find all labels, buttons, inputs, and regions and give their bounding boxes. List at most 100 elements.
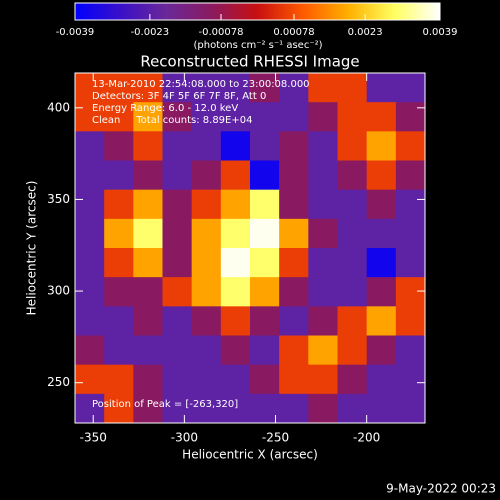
heat-cell bbox=[220, 393, 251, 424]
heat-cell bbox=[162, 189, 193, 220]
heat-cell bbox=[250, 218, 280, 249]
heat-cell bbox=[220, 189, 251, 220]
heat-cell bbox=[162, 160, 193, 191]
heat-cell bbox=[191, 277, 222, 307]
heat-cell bbox=[366, 189, 397, 220]
heat-cell bbox=[162, 364, 193, 395]
heat-cell bbox=[308, 335, 338, 366]
heat-cell bbox=[395, 393, 426, 424]
colorbar-tick-label: 0.0023 bbox=[348, 27, 383, 38]
colorbar bbox=[74, 2, 441, 21]
x-axis-label: Heliocentric X (arcsec) bbox=[182, 448, 318, 462]
heat-cell bbox=[191, 189, 222, 220]
heat-cell bbox=[75, 364, 105, 395]
heat-cell bbox=[250, 248, 280, 278]
heat-cell bbox=[250, 102, 280, 132]
colorbar-tick-label: -0.0039 bbox=[56, 27, 95, 38]
heat-cell bbox=[337, 131, 368, 161]
heat-cell bbox=[75, 218, 105, 249]
heat-cell bbox=[279, 335, 309, 366]
heat-cell bbox=[133, 335, 163, 366]
heat-cell bbox=[104, 393, 134, 424]
heat-cell bbox=[133, 189, 163, 220]
heat-cell bbox=[337, 102, 368, 132]
heat-cell bbox=[133, 102, 163, 132]
heat-cell bbox=[279, 218, 309, 249]
peak-label: Position of Peak = [-263,320] bbox=[92, 399, 238, 410]
heat-cell bbox=[191, 131, 222, 161]
heat-cell bbox=[162, 277, 193, 307]
heat-cell bbox=[308, 131, 338, 161]
heat-cell bbox=[220, 131, 251, 161]
heat-cell bbox=[104, 73, 134, 103]
heat-cell bbox=[337, 335, 368, 366]
heat-cell bbox=[308, 277, 338, 307]
annotation: 13-Mar-2010 22:54:08.000 to 23:00:08.000 bbox=[92, 79, 310, 90]
heat-cell bbox=[104, 102, 134, 132]
heat-cell bbox=[395, 218, 426, 249]
heat-cell bbox=[191, 335, 222, 366]
heat-cell bbox=[395, 335, 426, 366]
x-tick-label: -200 bbox=[353, 431, 380, 445]
heat-cell bbox=[162, 73, 193, 103]
heat-cell bbox=[395, 277, 426, 307]
heat-cell bbox=[162, 248, 193, 278]
heat-cell bbox=[104, 189, 134, 220]
heat-cell bbox=[250, 73, 280, 103]
heat-cell bbox=[395, 160, 426, 191]
heat-cell bbox=[337, 393, 368, 424]
y-axis-label: Heliocentric Y (arcsec) bbox=[25, 181, 39, 316]
heat-cell bbox=[191, 306, 222, 336]
heat-cell bbox=[191, 73, 222, 103]
heat-cell bbox=[395, 73, 426, 103]
colorbar-tick-label: 0.0039 bbox=[423, 27, 458, 38]
heat-cell bbox=[279, 160, 309, 191]
x-tick-label: -350 bbox=[80, 431, 107, 445]
heat-cell bbox=[308, 102, 338, 132]
heat-cell bbox=[337, 277, 368, 307]
heat-cell bbox=[250, 131, 280, 161]
heat-cell bbox=[279, 102, 309, 132]
heat-cell bbox=[75, 277, 105, 307]
heat-cell bbox=[220, 364, 251, 395]
heat-cell bbox=[104, 160, 134, 191]
heat-cell bbox=[395, 131, 426, 161]
heat-cell bbox=[337, 160, 368, 191]
plot-frame bbox=[74, 72, 426, 424]
heat-cell bbox=[104, 131, 134, 161]
y-tick-label: 350 bbox=[47, 192, 70, 206]
heat-cell bbox=[308, 189, 338, 220]
heat-cell bbox=[133, 248, 163, 278]
heat-cell bbox=[104, 218, 134, 249]
heat-cell bbox=[308, 393, 338, 424]
heat-cell bbox=[220, 73, 251, 103]
chart-title: Reconstructed RHESSI Image bbox=[140, 53, 359, 71]
heat-cell bbox=[220, 306, 251, 336]
colorbar-tick-label: 0.00078 bbox=[273, 27, 314, 38]
heat-cell bbox=[191, 393, 222, 424]
colorbar-label: (photons cm⁻² s⁻¹ asec⁻²) bbox=[193, 40, 322, 51]
heat-cell bbox=[75, 131, 105, 161]
y-tick-label: 400 bbox=[47, 100, 70, 114]
heat-cell bbox=[395, 248, 426, 278]
heat-cell bbox=[250, 306, 280, 336]
heat-cell bbox=[250, 393, 280, 424]
heat-cell bbox=[395, 306, 426, 336]
heat-cell bbox=[133, 306, 163, 336]
heat-cell bbox=[191, 102, 222, 132]
x-tick-label: -250 bbox=[262, 431, 289, 445]
heat-cell bbox=[75, 73, 105, 103]
heat-cell bbox=[366, 102, 397, 132]
heat-cell bbox=[133, 364, 163, 395]
heat-cell bbox=[308, 73, 338, 103]
heat-cell bbox=[395, 364, 426, 395]
heat-cell bbox=[75, 335, 105, 366]
heat-cell bbox=[308, 218, 338, 249]
heat-cell bbox=[366, 73, 397, 103]
heat-cell bbox=[366, 131, 397, 161]
heat-cell bbox=[191, 248, 222, 278]
heat-cell bbox=[337, 218, 368, 249]
heat-cell bbox=[337, 364, 368, 395]
heat-cell bbox=[337, 306, 368, 336]
